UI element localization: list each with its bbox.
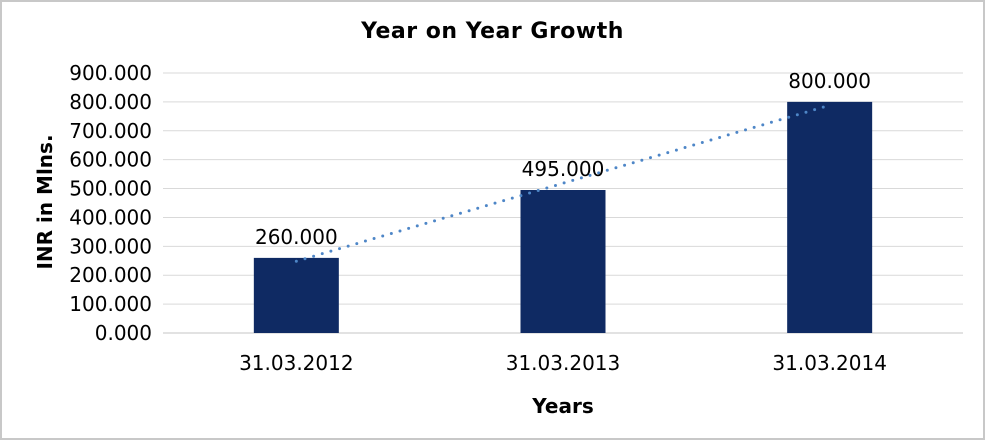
- y-tick-label: 0.000: [95, 321, 152, 345]
- y-tick-label: 800.000: [69, 90, 152, 114]
- y-tick-label: 400.000: [69, 205, 152, 229]
- x-axis-title: Years: [532, 394, 594, 418]
- y-tick-label: 500.000: [69, 177, 152, 201]
- y-tick-label: 600.000: [69, 148, 152, 172]
- bar-31.03.2013: [520, 190, 606, 333]
- bar-31.03.2014: [787, 101, 873, 333]
- trendline: [294, 103, 832, 263]
- y-tick-label: 900.000: [69, 61, 152, 85]
- x-tick-label: 31.03.2012: [239, 351, 354, 375]
- x-tick-label: 31.03.2014: [772, 351, 887, 375]
- y-tick-label: 300.000: [69, 234, 152, 258]
- y-tick-label: 200.000: [69, 263, 152, 287]
- y-tick-label: 100.000: [69, 292, 152, 316]
- x-tick-label: 31.03.2013: [506, 351, 621, 375]
- bar-value-label: 260.000: [255, 225, 338, 249]
- bar-31.03.2012: [253, 257, 339, 333]
- bar-value-label: 800.000: [788, 69, 871, 93]
- y-tick-label: 700.000: [69, 119, 152, 143]
- chart-title: Year on Year Growth: [361, 19, 624, 44]
- bar-value-label: 495.000: [522, 157, 605, 181]
